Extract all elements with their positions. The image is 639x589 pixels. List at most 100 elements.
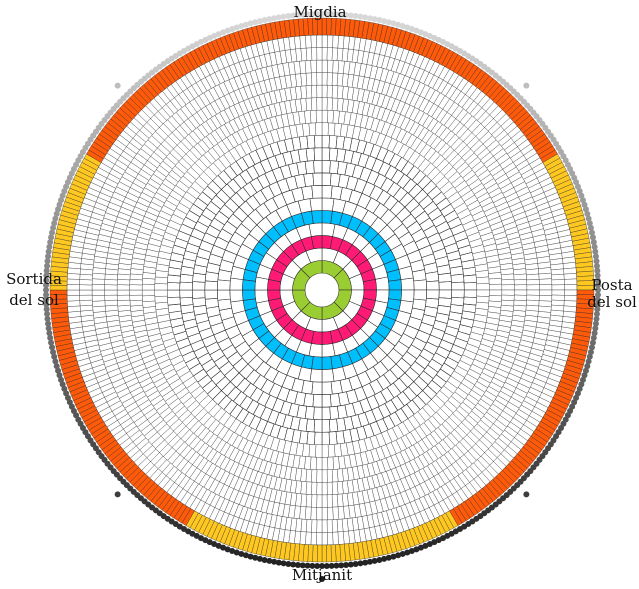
ring-7-cell — [217, 279, 231, 291]
ring-19-cell — [564, 278, 578, 285]
perimeter-dot — [576, 188, 583, 195]
perimeter-dot — [413, 546, 420, 553]
marker-dot — [114, 82, 121, 89]
ring-8-cell — [426, 280, 440, 291]
perimeter-dot — [595, 287, 601, 293]
perimeter-dot — [357, 560, 364, 567]
ring-18-cell — [79, 294, 93, 301]
perimeter-dot — [588, 229, 595, 236]
ring-19-cell — [332, 35, 339, 49]
label-right-2: del sol — [587, 293, 637, 311]
ring-19-cell — [66, 278, 80, 285]
perimeter-dot — [589, 234, 596, 241]
ring-10-cell — [451, 281, 465, 291]
ring-9-cell — [437, 272, 452, 283]
perimeter-dot — [385, 554, 392, 561]
ring-10-cell — [179, 296, 194, 307]
perimeter-dot — [581, 201, 588, 208]
perimeter-dot — [49, 344, 56, 351]
marker-dot — [523, 491, 530, 498]
perimeter-dot — [385, 19, 392, 26]
perimeter-dot — [592, 253, 599, 260]
ring-8-cell — [303, 172, 315, 187]
perimeter-dot — [579, 197, 586, 204]
ring-14-cell — [321, 97, 328, 111]
perimeter-dot — [43, 296, 50, 303]
ring-16-cell — [311, 494, 318, 508]
ring-8-cell — [321, 172, 332, 186]
ring-16-cell — [104, 294, 118, 301]
perimeter-dot — [261, 556, 268, 563]
ring-19-cell — [563, 273, 577, 280]
ring-10-cell — [179, 289, 193, 299]
ring-8-cell — [321, 394, 332, 408]
ring-17-cell — [538, 278, 553, 285]
ring-5-cell — [311, 210, 323, 224]
label-left-1: Sortida — [6, 270, 62, 288]
ring-18-cell — [79, 273, 93, 281]
ring-19-cell — [321, 34, 328, 48]
perimeter-dot — [404, 24, 411, 31]
perimeter-dot — [47, 239, 54, 246]
ring-11-cell — [328, 431, 338, 445]
perimeter-dot — [224, 546, 231, 553]
ring-13-cell — [321, 109, 329, 123]
ring-18-cell — [316, 519, 323, 533]
ring-18-cell — [551, 279, 565, 286]
ring-18-cell — [551, 273, 565, 281]
ring-9-cell — [192, 297, 207, 308]
ring-6-cell — [400, 277, 415, 291]
perimeter-dot — [593, 315, 600, 322]
perimeter-dot — [290, 12, 297, 19]
ring-11-cell — [166, 289, 181, 298]
ring-18-cell — [305, 519, 313, 533]
ring-17-cell — [304, 60, 312, 74]
perimeter-dot — [328, 562, 335, 569]
ring-10-cell — [451, 289, 465, 299]
ring-9-cell — [191, 281, 206, 291]
perimeter-dot — [45, 325, 52, 332]
perimeter-dot — [44, 258, 51, 265]
ring-18-cell — [326, 519, 333, 533]
perimeter-dot — [578, 381, 585, 388]
ring-14-cell — [331, 469, 339, 483]
perimeter-dot — [53, 210, 60, 217]
perimeter-dot — [371, 16, 378, 23]
ring-19-cell — [332, 531, 339, 545]
ring-12-cell — [154, 283, 168, 291]
ring-13-cell — [315, 109, 323, 123]
ring-14-cell — [316, 97, 323, 111]
ring-7-cell — [217, 289, 231, 301]
ring-18-cell — [336, 518, 344, 533]
perimeter-dot — [51, 220, 58, 227]
perimeter-dot — [48, 339, 55, 346]
ring-19-cell — [321, 532, 328, 546]
marker-dot — [523, 82, 530, 89]
ring-13-cell — [142, 278, 156, 285]
ring-17-cell — [316, 59, 323, 73]
perimeter-dot — [242, 21, 249, 28]
ring-13-cell — [142, 295, 156, 302]
perimeter-dot — [299, 562, 306, 569]
ring-19-cell — [66, 295, 80, 302]
perimeter-dot — [43, 287, 49, 293]
ring-11-cell — [314, 431, 323, 446]
perimeter-dot — [294, 561, 301, 568]
ring-12-cell — [476, 276, 490, 285]
ring-19-cell — [563, 300, 577, 307]
ring-17-cell — [539, 289, 553, 296]
ring-6-cell — [321, 197, 335, 212]
ring-9-cell — [191, 289, 206, 299]
perimeter-dot — [590, 334, 597, 341]
perimeter-dot — [319, 563, 325, 569]
ring-15-cell — [311, 481, 318, 496]
perimeter-dot — [61, 385, 68, 392]
perimeter-dot — [395, 552, 402, 559]
ring-19-cell — [327, 34, 334, 48]
ring-14-cell — [129, 294, 143, 301]
perimeter-dot — [271, 15, 278, 22]
ring-13-cell — [310, 456, 317, 470]
ring-18-cell — [551, 284, 565, 291]
perimeter-dot — [390, 553, 397, 560]
label-top: Migdia — [293, 3, 346, 21]
